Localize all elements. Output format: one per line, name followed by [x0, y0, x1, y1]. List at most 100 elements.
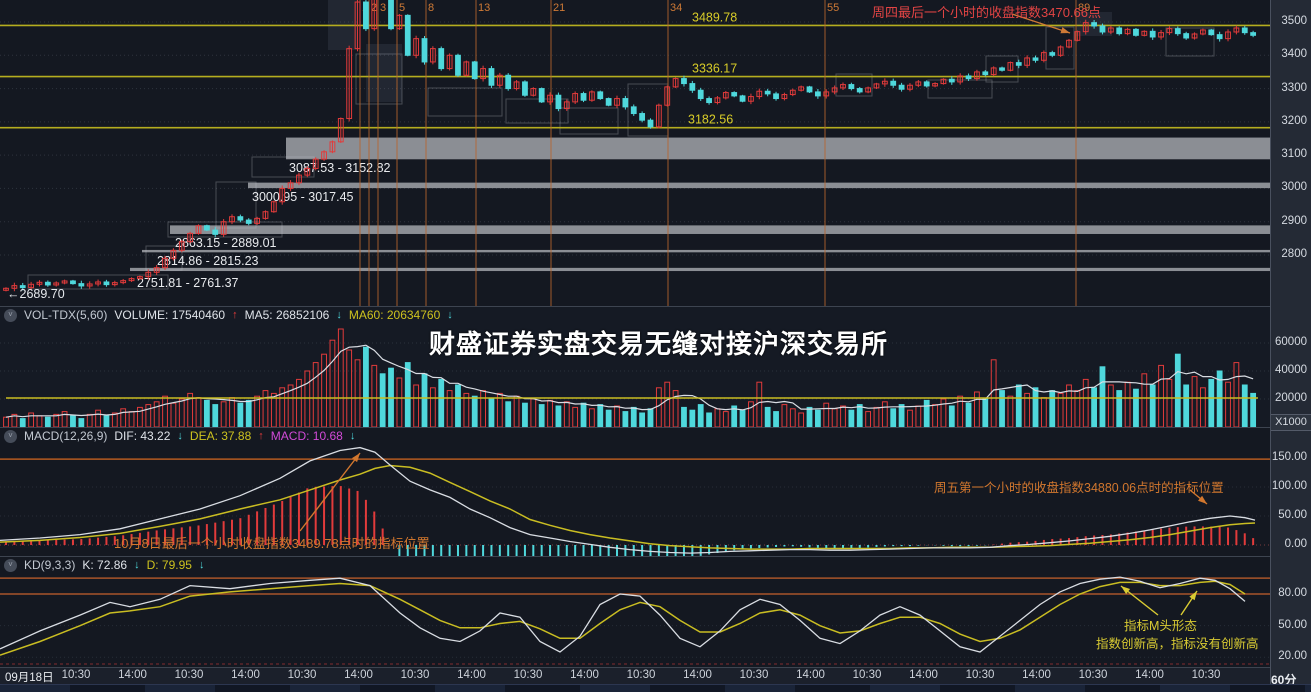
volume-bar [814, 409, 821, 427]
time-tick-label: 10:30 [400, 669, 430, 681]
time-tick-label: 10:30 [287, 669, 317, 681]
volume-bar [614, 405, 620, 427]
volume-bar [1007, 395, 1014, 427]
ma5-value: MA5: 26852106 [244, 308, 330, 322]
candle [1208, 29, 1215, 36]
candle [831, 87, 838, 93]
candle [95, 281, 101, 285]
macd-chart[interactable] [0, 428, 1270, 556]
collapse-icon[interactable]: ˅ [4, 308, 17, 322]
time-axis[interactable]: 09月18日 10:30 14:00 10:30 14:00 10:30 14:00 10:… [0, 668, 1270, 684]
candle [563, 101, 570, 110]
volume-bar [647, 408, 654, 427]
level-label: 3336.17 [692, 62, 737, 76]
volume-bar [153, 401, 160, 427]
volume-bar [739, 409, 746, 427]
volume-bar [513, 395, 520, 427]
axis-label: 50.00 [1278, 618, 1307, 631]
candle [731, 92, 738, 97]
fib-line-label: 8 [428, 2, 434, 14]
time-tick-label: 10:30 [513, 669, 543, 681]
level-label: 3489.78 [692, 10, 737, 24]
volume-bar [103, 415, 110, 427]
volume-bar [1191, 376, 1198, 427]
candle [70, 280, 76, 285]
arrow-down-icon: ↓ [447, 309, 453, 321]
axis-label: 20.00 [1278, 650, 1307, 663]
volume-bar [446, 390, 453, 427]
candle [1250, 32, 1257, 36]
candlestick-chart[interactable]: 3087.53 - 3152.82 3000.95 - 3017.45 2863.1… [0, 0, 1270, 307]
volume-bar [404, 362, 411, 427]
volume-bar [806, 406, 813, 427]
candle [580, 93, 587, 101]
volume-bar [856, 404, 863, 427]
volume-bar [203, 399, 210, 427]
candle [990, 67, 997, 76]
time-tick-label: 14:00 [344, 669, 373, 681]
axis-label: 50.00 [1278, 509, 1307, 521]
volume-bar [563, 401, 570, 427]
volume-bar [1216, 370, 1223, 427]
collapse-icon[interactable]: ˅ [4, 429, 17, 443]
kd-chart[interactable] [0, 557, 1270, 667]
support-band-label: 2814.86 - 2815.23 [157, 254, 259, 268]
d-value: D: 79.95 [146, 558, 192, 572]
volume-bar [329, 339, 336, 427]
candle [1225, 31, 1231, 40]
macd-value: MACD: 10.68 [270, 429, 343, 443]
axis-label: 3400 [1281, 48, 1307, 61]
consolidation-box [251, 156, 315, 178]
candle [522, 81, 528, 96]
kd-mtop-annotation: 指标M头形态 [1124, 619, 1197, 633]
volume-bar [254, 395, 260, 427]
candle [848, 84, 855, 90]
volume-bar [28, 412, 35, 427]
support-band [142, 249, 1270, 253]
candle [756, 90, 763, 98]
volume-bar [496, 392, 503, 427]
volume-bar [137, 406, 143, 427]
candle [873, 83, 880, 89]
arrow-up-icon: ↑ [258, 430, 264, 442]
volume-bar [881, 401, 888, 427]
candle [245, 219, 252, 224]
candle [1141, 30, 1148, 36]
volume-bar [831, 408, 838, 427]
volume-bar [589, 408, 595, 427]
axis-label: 2900 [1281, 214, 1307, 227]
time-tick-label: 14:00 [231, 669, 260, 681]
volume-bar [170, 402, 177, 427]
candle [19, 285, 26, 289]
volume-bar [923, 399, 930, 427]
consolidation-box [427, 87, 503, 117]
time-tick-label: 14:00 [796, 669, 825, 681]
volume-bar [128, 411, 135, 427]
volume-bar [321, 353, 327, 427]
consolidation-box [985, 55, 1019, 83]
volume-bar [538, 404, 545, 427]
axis-label: 3000 [1281, 181, 1307, 194]
candle [781, 94, 788, 100]
candle [1082, 22, 1089, 33]
start-price-label: ←2689.70 [7, 287, 65, 301]
candle [1183, 33, 1190, 39]
candle [965, 75, 972, 80]
volume-bar [639, 412, 646, 427]
price-axis-column[interactable]: X1000 60分钟 35003400330032003100300029002… [1270, 0, 1311, 692]
candle [312, 158, 319, 169]
candle [915, 81, 922, 86]
level-label: 3182.56 [688, 113, 733, 127]
volume-bar [580, 402, 587, 427]
fib-line-label: 3 [380, 2, 386, 14]
collapse-icon[interactable]: ˅ [4, 558, 17, 572]
candle [1191, 33, 1198, 39]
volume-bar [789, 408, 796, 427]
candle [471, 61, 478, 80]
kd-header: ˅ KD(9,3,3) K: 72.86 ↓ D: 79.95 ↓ [4, 558, 204, 572]
indicator-name: KD(9,3,3) [24, 558, 76, 572]
candle [505, 74, 512, 90]
candle [178, 241, 185, 251]
date-label: 09月18日 [5, 672, 54, 684]
candle [429, 48, 436, 63]
